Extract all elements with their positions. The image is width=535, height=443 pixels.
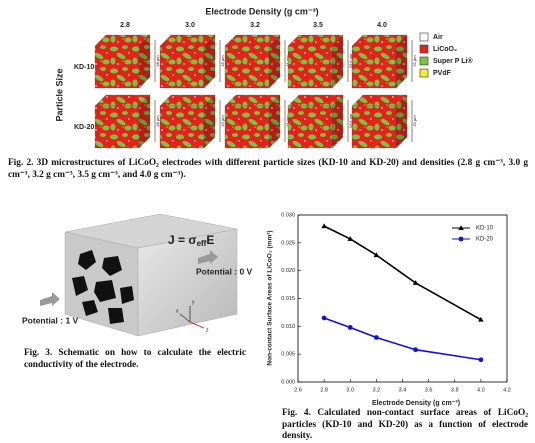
- y-tick-label: 0.025: [281, 240, 295, 246]
- x-tick-label: 3.4: [399, 387, 407, 393]
- cube-shade: [204, 35, 215, 88]
- series-line: [323, 317, 481, 361]
- y-axis-label: Non-contact Surface Areas of LiCoO₂ (mm²…: [267, 230, 274, 365]
- fig3-caption: Fig. 3. Schematic on how to calculate th…: [24, 348, 246, 370]
- y-tick-label: 0.015: [281, 296, 295, 302]
- data-point: [347, 325, 353, 330]
- cube-front: [351, 45, 397, 89]
- legend-label: LiCoO₂: [433, 46, 457, 53]
- cube-front: [224, 45, 270, 89]
- legend-swatch: [419, 32, 429, 42]
- y-tick-label: 0.020: [281, 268, 295, 274]
- x-tick-label: 4.2: [503, 387, 511, 393]
- column-label: 3.0: [185, 22, 195, 29]
- cube-shade: [139, 35, 150, 88]
- x-tick-label: 3.0: [346, 387, 354, 393]
- thickness-label: 41 μm: [285, 115, 290, 127]
- y-tick-label: 0.010: [281, 324, 295, 330]
- thickness-label: 48 μm: [155, 115, 160, 127]
- column-label: 3.5: [313, 22, 323, 29]
- y-tick-label: 0.030: [281, 212, 295, 218]
- thickness-label: 45 μm: [220, 55, 225, 67]
- cube-shade: [332, 35, 343, 88]
- thickness-label: 48 μm: [155, 55, 160, 67]
- cube-front: [94, 105, 140, 149]
- row-label: KD-20: [74, 124, 94, 131]
- legend-swatch: [419, 44, 429, 54]
- cube-front: [159, 105, 205, 149]
- column-label: 2.8: [120, 22, 130, 29]
- equation: J = σeffE: [168, 233, 214, 248]
- series-line: [323, 225, 482, 321]
- cube-front: [287, 105, 333, 149]
- cube-shade: [204, 95, 215, 148]
- legend-label: PVdF: [433, 70, 452, 77]
- data-point: [373, 335, 379, 340]
- potential-left: Potential : 1 V: [22, 315, 79, 325]
- x-tick-label: 3.2: [373, 387, 381, 393]
- cube-shade: [396, 95, 407, 148]
- data-point: [478, 316, 484, 322]
- fig2-grid: 2.8 3.0 3.2 3.5 4.0 KD-10 48 μm 45 μm 41 μm 33.6 …: [74, 22, 417, 149]
- potential-right: Potential : 0 V: [196, 266, 253, 276]
- row-axis-label: Particle Size: [54, 68, 64, 121]
- thickness-label: 33.6 μm: [348, 53, 353, 68]
- data-point: [321, 315, 327, 321]
- x-tick-label: 3.6: [425, 387, 433, 393]
- x-axis-label: Electrode Density (g cm⁻³): [372, 400, 460, 407]
- x-tick-label: 2.8: [320, 387, 328, 393]
- y-tick-label: 0.000: [281, 379, 295, 385]
- legend-label: KD-20: [476, 237, 494, 243]
- legend-label: Super P Li®: [433, 57, 473, 65]
- data-point: [412, 280, 419, 285]
- thickness-label: 43 μm: [220, 115, 225, 127]
- legend-label: Air: [433, 34, 443, 41]
- cube-shade: [396, 35, 407, 88]
- axis-x: x: [176, 308, 179, 314]
- row-label: KD-10: [74, 64, 94, 71]
- column-label: 3.2: [250, 22, 260, 29]
- legend-marker: [458, 225, 464, 230]
- thickness-label: 32 μm: [412, 55, 417, 67]
- thickness-label: 41 μm: [285, 55, 290, 67]
- x-tick-label: 2.6: [294, 387, 302, 393]
- column-label: 4.0: [377, 22, 387, 29]
- cube-front: [351, 105, 397, 149]
- data-point: [373, 252, 380, 258]
- fig2-legend: Air LiCoO₂ Super P Li® PVdF: [419, 32, 473, 78]
- x-tick-label: 4.0: [477, 387, 485, 393]
- cube-shade: [332, 95, 343, 148]
- cube-front: [224, 105, 270, 149]
- data-point: [321, 223, 327, 229]
- legend-swatch: [419, 68, 429, 78]
- y-tick-label: 0.005: [281, 352, 295, 358]
- legend-swatch: [419, 56, 429, 66]
- fig4-chart: 0.000 0.005 0.010 0.015 0.020 0.025 0.030 2.6 2.…: [281, 212, 511, 393]
- data-point: [478, 357, 484, 363]
- fig3-schematic: [40, 213, 238, 337]
- cube-front: [94, 45, 140, 89]
- cube-shade: [139, 95, 150, 148]
- data-point: [347, 236, 354, 241]
- cube-shade: [269, 95, 280, 148]
- x-tick-label: 3.8: [451, 387, 459, 393]
- data-point: [413, 347, 418, 353]
- fig4-caption: Fig. 4. Calculated non-contact surface a…: [282, 408, 528, 441]
- cube-shade: [269, 35, 280, 88]
- thickness-label: 32 μm: [412, 115, 417, 127]
- thickness-label: 33.6 μm: [348, 113, 353, 128]
- axis-y: y: [192, 299, 195, 305]
- cube-front: [159, 45, 205, 89]
- fig2-title: Electrode Density (g cm⁻³): [205, 6, 318, 16]
- legend-label: KD-10: [476, 226, 494, 232]
- fig2-caption: Fig. 2. 3D microstructures of LiCoO₂ ele…: [8, 158, 528, 180]
- legend-marker: [458, 236, 464, 242]
- cube-front: [287, 45, 333, 89]
- axis-z: z: [206, 327, 209, 333]
